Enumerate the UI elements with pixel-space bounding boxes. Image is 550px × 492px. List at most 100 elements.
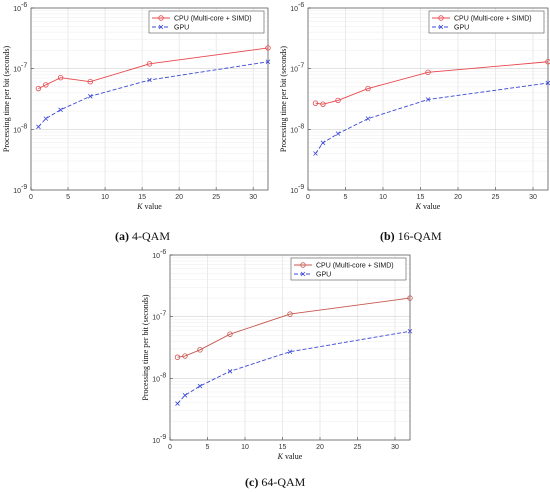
data-point-gpu [36,124,41,130]
legend-marker [438,15,444,21]
x-tick-label: 20 [454,194,462,201]
y-tick-exponent: -7 [160,311,166,318]
y-tick-label: 10 [152,315,160,322]
data-point-cpu [182,353,188,359]
y-tick-label: 10 [290,127,298,134]
data-point-gpu [227,369,233,374]
legend-entry: CPU (Multi-core + SIMD) [454,16,532,23]
data-point-gpu [265,59,271,65]
caption-letter: (c) [245,475,258,489]
plot-area [31,8,268,190]
y-tick-label: 10 [290,67,298,74]
data-point-cpu [197,347,203,353]
data-point-gpu [313,151,318,156]
data-point-gpu [197,383,203,389]
y-tick-label: 10 [152,253,160,260]
legend-entry: GPU [174,25,189,32]
x-tick-label: 5 [206,444,210,451]
legend-entry: CPU (Multi-core + SIMD) [316,263,394,270]
x-tick-label: 10 [101,194,109,201]
data-point-gpu [335,131,341,136]
legend-marker [158,15,164,21]
x-tick-label: 20 [316,444,324,451]
data-point-gpu [87,94,93,99]
data-point-cpu [312,100,319,106]
data-point-cpu [87,78,93,85]
x-tick-label: 0 [29,194,33,201]
legend-entry: CPU (Multi-core + SIMD) [174,16,252,23]
x-axis-label: K value [136,202,162,211]
legend-box [148,10,265,34]
y-tick-label: 10 [13,188,21,195]
x-tick-label: 20 [175,194,183,201]
axes-box [307,7,549,191]
x-tick-label: 30 [391,444,399,451]
y-tick-exponent: -9 [160,434,166,441]
y-tick-exponent: -6 [21,2,27,9]
legend-box [290,257,407,281]
caption-letter: (a) [115,229,129,243]
y-tick-exponent: -6 [298,2,304,9]
series-line-1 [315,61,549,105]
y-tick-exponent: -8 [160,372,166,379]
data-point-cpu [335,97,341,104]
data-point-cpu [365,85,371,92]
caption-text: 16-QAM [395,229,442,243]
legend-marker [438,24,444,30]
data-point-gpu [43,116,49,121]
x-tick-label: 0 [306,194,310,201]
data-point-cpu [287,311,293,317]
panel-caption: (a) 4-QAM [115,229,170,243]
data-point-gpu [147,77,152,83]
series-line-1 [177,297,411,358]
x-axis-label: K value [415,202,441,211]
data-point-cpu [35,85,42,92]
caption-text: 4-QAM [129,229,170,243]
x-tick-label: 15 [417,194,425,201]
y-tick-label: 10 [152,438,160,445]
axes-box [169,254,411,441]
y-tick-label: 10 [13,6,21,13]
data-point-cpu [407,295,413,301]
x-tick-label: 30 [249,194,257,201]
x-axis-unit: value [143,202,163,211]
y-axis-label: Processing time per bit (seconds) [279,46,288,153]
data-point-gpu [287,349,293,355]
x-tick-label: 5 [344,194,348,201]
x-tick-label: 25 [212,194,220,201]
y-tick-label: 10 [290,6,298,13]
y-axis-label: Processing time per bit (seconds) [141,294,150,401]
x-tick-label: 30 [529,194,537,201]
y-tick-exponent: -7 [21,63,27,70]
data-point-cpu [265,45,271,51]
axes-box [30,7,269,191]
x-tick-label: 25 [492,194,500,201]
y-tick-exponent: -9 [298,184,304,191]
caption-letter: (b) [380,229,395,243]
data-point-gpu [58,107,63,113]
data-point-gpu [320,140,326,146]
data-point-gpu [365,116,371,121]
y-tick-exponent: -6 [160,249,166,256]
data-point-gpu [545,80,550,86]
x-axis-unit: value [421,202,441,211]
data-point-cpu [545,59,550,65]
y-tick-label: 10 [13,127,21,134]
y-tick-exponent: -8 [21,123,27,130]
data-point-cpu [174,354,181,360]
y-tick-exponent: -9 [21,184,27,191]
data-point-cpu [43,82,49,88]
x-tick-label: 25 [354,444,362,451]
y-tick-label: 10 [13,67,21,74]
series-line-1 [38,47,269,89]
data-point-cpu [425,69,431,76]
legend-box [428,10,545,34]
y-axis-label: Processing time per bit (seconds) [2,46,11,153]
data-point-cpu [57,74,64,81]
x-tick-label: 15 [138,194,146,201]
plot-area [170,255,410,440]
